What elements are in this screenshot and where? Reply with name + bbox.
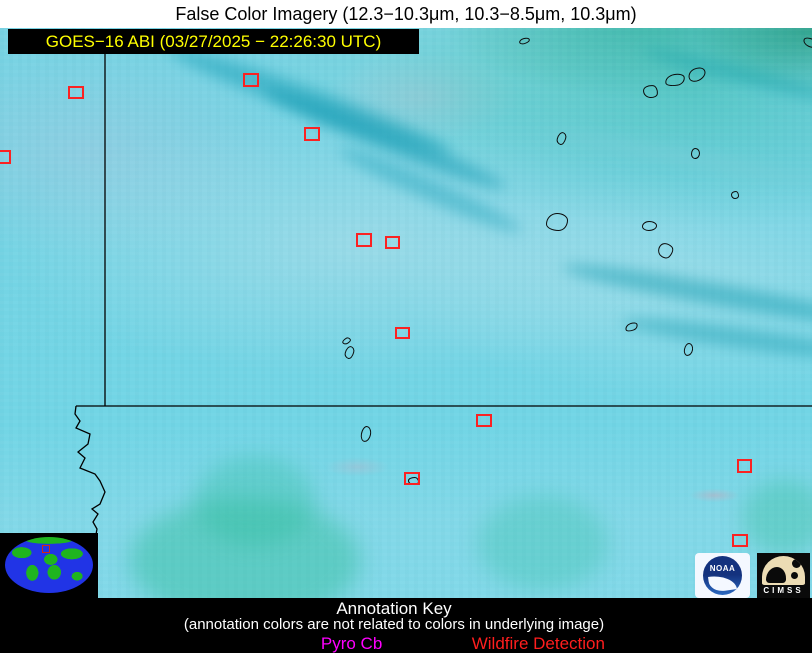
surface-patch	[742, 480, 812, 555]
satellite-timestamp-text: GOES−16 ABI (03/27/2025 − 22:26:30 UTC)	[45, 31, 382, 51]
imagery-pixel-texture	[0, 28, 812, 598]
annotation-key-note: (annotation colors are not related to co…	[183, 616, 605, 633]
wildfire-detection-marker	[68, 86, 84, 99]
feature-contour	[642, 221, 657, 231]
noaa-bird-icon	[708, 573, 737, 593]
legend-wildfire-detection: Wildfire Detection	[471, 634, 605, 653]
wildfire-detection-marker	[243, 73, 259, 87]
surface-patch	[195, 456, 315, 546]
cimss-emblem-icon	[762, 556, 805, 585]
satellite-imagery: GOES−16 ABI (03/27/2025 − 22:26:30 UTC) …	[0, 28, 812, 598]
wildfire-detection-marker	[737, 459, 752, 473]
feature-contour	[691, 148, 700, 159]
wildfire-detection-marker	[0, 150, 11, 164]
wildfire-detection-marker	[304, 127, 320, 141]
noaa-logo: NOAA	[695, 553, 750, 598]
wildfire-detection-marker	[395, 327, 410, 339]
cimss-logo: CIMSS	[757, 553, 810, 598]
wildfire-detection-marker	[385, 236, 400, 249]
noaa-emblem-icon: NOAA	[703, 556, 742, 595]
surface-patch	[478, 496, 608, 591]
annotation-key: Annotation Key (annotation colors are no…	[0, 598, 812, 653]
page-title: False Color Imagery (12.3−10.3μm, 10.3−8…	[175, 3, 637, 24]
globe-locator-logo	[0, 533, 98, 598]
surface-patch	[130, 498, 360, 598]
legend-row: Pyro Cb Wildfire Detection	[0, 634, 812, 653]
satellite-timestamp-label: GOES−16 ABI (03/27/2025 − 22:26:30 UTC)	[8, 29, 419, 54]
legend-pyrocb: Pyro Cb	[320, 634, 383, 653]
wildfire-detection-marker	[404, 472, 420, 485]
wildfire-detection-marker	[476, 414, 492, 427]
annotation-key-heading: Annotation Key	[336, 599, 452, 618]
coverage-location-marker	[42, 545, 50, 553]
wildfire-detection-marker	[732, 534, 748, 547]
cimss-logo-text: CIMSS	[763, 586, 804, 595]
noaa-logo-text: NOAA	[709, 564, 736, 573]
feature-contour	[731, 191, 739, 199]
title-bar: False Color Imagery (12.3−10.3μm, 10.3−8…	[0, 0, 812, 28]
feature-contour	[546, 213, 568, 231]
wildfire-detection-marker	[356, 233, 372, 247]
